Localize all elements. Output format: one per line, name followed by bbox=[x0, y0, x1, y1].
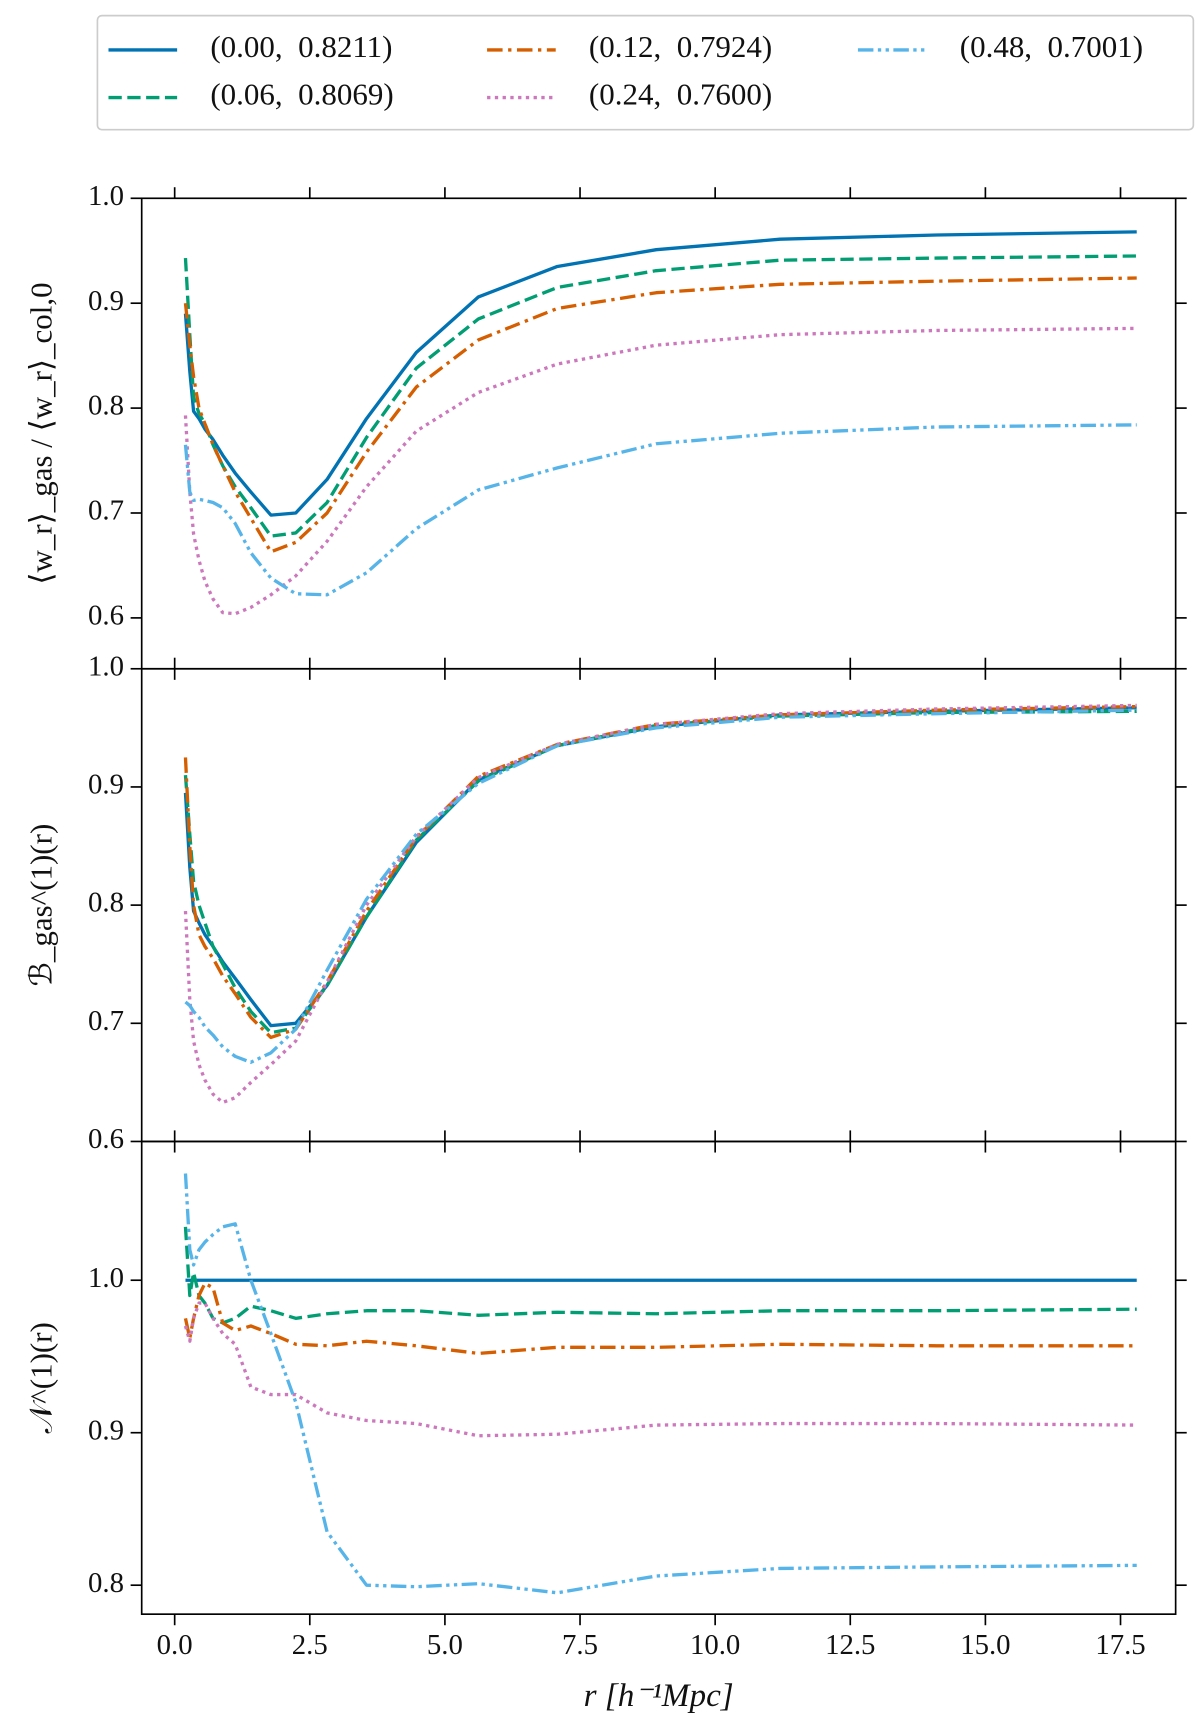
series-line bbox=[183, 326, 1137, 616]
y-tick-label: 0.8 bbox=[88, 1567, 124, 1599]
series-line bbox=[183, 276, 1137, 554]
legend-label: (0.12, 0.7924) bbox=[589, 29, 772, 64]
y-tick-label: 0.8 bbox=[88, 887, 124, 919]
y-tick-label: 0.7 bbox=[88, 495, 124, 527]
x-axis-label: r [h⁻¹Mpc] bbox=[584, 1677, 734, 1714]
y-tick-label: 0.6 bbox=[88, 600, 124, 632]
legend-label: (0.48, 0.7001) bbox=[960, 29, 1143, 64]
x-tick-label: 0.0 bbox=[157, 1629, 193, 1661]
series-line bbox=[183, 1301, 1137, 1438]
legend-label: (0.00, 0.8211) bbox=[210, 29, 392, 64]
y-tick-label: 0.6 bbox=[88, 1123, 124, 1155]
legend-label: (0.06, 0.8069) bbox=[210, 77, 393, 112]
series-line bbox=[183, 704, 1137, 1040]
y-tick-label: 1.0 bbox=[88, 180, 124, 212]
x-tick-label: 17.5 bbox=[1095, 1629, 1145, 1661]
plot-area bbox=[183, 1173, 1137, 1595]
series-line bbox=[183, 230, 1137, 517]
y-axis-label: ⟨w_r⟩_gas / ⟨w_r⟩_col,0 bbox=[23, 282, 58, 584]
series-line bbox=[183, 1226, 1137, 1325]
y-tick-label: 0.9 bbox=[88, 285, 124, 317]
series-line bbox=[183, 1173, 1137, 1595]
axes-frame bbox=[140, 667, 1177, 1143]
legend-box bbox=[96, 14, 1195, 131]
y-tick-label: 0.9 bbox=[88, 1414, 124, 1446]
series-line bbox=[184, 708, 1137, 1064]
x-tick-label: 15.0 bbox=[960, 1629, 1010, 1661]
x-tick-label: 7.5 bbox=[562, 1629, 598, 1661]
plot-area bbox=[183, 230, 1137, 616]
x-tick-label: 5.0 bbox=[427, 1629, 463, 1661]
series-line bbox=[183, 1281, 1137, 1356]
y-tick-label: 1.0 bbox=[88, 650, 124, 682]
x-tick-label: 10.0 bbox=[690, 1629, 740, 1661]
y-axis-label: 𝒩^(1)(r) bbox=[23, 1322, 58, 1433]
x-tick-label: 12.5 bbox=[825, 1629, 875, 1661]
plot-area bbox=[183, 703, 1137, 1105]
y-tick-label: 0.9 bbox=[88, 769, 124, 801]
series-line bbox=[183, 254, 1137, 538]
x-tick-label: 2.5 bbox=[292, 1629, 328, 1661]
legend-label: (0.24, 0.7600) bbox=[589, 77, 772, 112]
y-axis-label: ℬ_gas^(1)(r) bbox=[23, 824, 58, 987]
y-tick-label: 1.0 bbox=[88, 1262, 124, 1294]
series-line bbox=[183, 703, 1137, 1105]
series-line bbox=[183, 709, 1137, 1035]
series-line bbox=[183, 423, 1137, 597]
y-tick-label: 0.7 bbox=[88, 1005, 124, 1037]
y-tick-label: 0.8 bbox=[88, 390, 124, 422]
axes-frame bbox=[140, 1140, 1177, 1615]
